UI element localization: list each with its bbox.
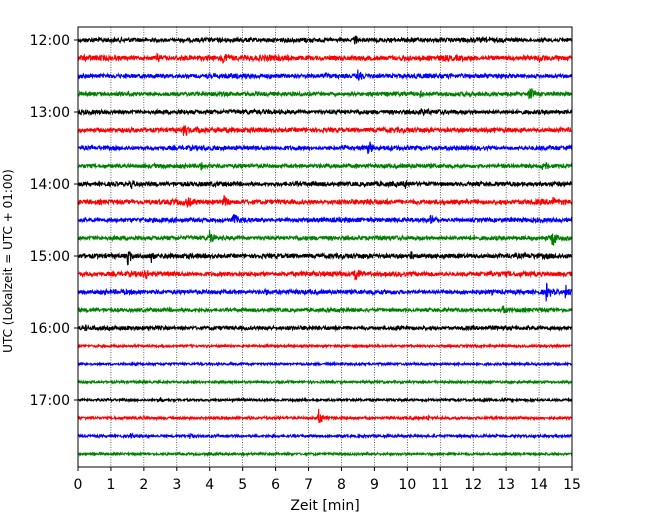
x-tick-label-15: 15 (563, 477, 581, 493)
trace-1515 (77, 269, 573, 281)
plot-frame (77, 26, 573, 468)
trace-1330 (77, 141, 573, 155)
trace-1245 (77, 88, 573, 100)
trace-1745 (77, 450, 573, 458)
x-tick-label-10: 10 (398, 477, 416, 493)
y-tick-label-2: 14:00 (30, 177, 70, 193)
y-tick-label-3: 15:00 (30, 249, 70, 265)
y-axis-label: UTC (Lokalzeit = UTC + 01:00) (1, 169, 15, 353)
seismic-traces (77, 35, 573, 458)
trace-1200 (77, 35, 573, 45)
trace-1530 (77, 282, 573, 302)
x-tick-label-14: 14 (530, 477, 548, 493)
trace-1430 (77, 214, 573, 225)
x-tick-label-2: 2 (139, 477, 148, 493)
grid-lines (110, 27, 540, 467)
trace-1600 (77, 323, 573, 333)
x-tick-label-3: 3 (172, 477, 181, 493)
x-tick-label-11: 11 (431, 477, 449, 493)
y-tick-label-4: 16:00 (30, 321, 70, 337)
trace-1615 (77, 342, 573, 350)
x-tick-label-8: 8 (337, 477, 346, 493)
y-tick-label-0: 12:00 (30, 33, 70, 49)
x-axis-ticks: 0 1 2 3 4 5 6 7 8 9 10 11 12 13 14 15 (74, 467, 581, 493)
x-tick-label-6: 6 (271, 477, 280, 493)
x-tick-label-0: 0 (74, 477, 83, 493)
x-tick-label-7: 7 (304, 477, 313, 493)
trace-1730 (77, 432, 573, 440)
x-axis-label: Zeit [min] (290, 498, 359, 514)
trace-1545 (77, 305, 573, 314)
trace-1645 (77, 378, 573, 386)
trace-1500 (77, 251, 573, 266)
trace-1315 (77, 125, 573, 136)
trace-1400 (77, 179, 573, 189)
trace-1215 (77, 52, 573, 64)
trace-1230 (77, 69, 573, 81)
trace-1345 (77, 161, 573, 171)
y-tick-label-1: 13:00 (30, 105, 70, 121)
y-axis-ticks: 12:00 13:00 14:00 15:00 16:00 17:00 (30, 33, 78, 409)
trace-1630 (77, 360, 573, 368)
x-tick-label-9: 9 (370, 477, 379, 493)
trace-1300 (77, 107, 573, 117)
x-tick-label-13: 13 (497, 477, 515, 493)
y-tick-label-5: 17:00 (30, 393, 70, 409)
x-tick-label-12: 12 (464, 477, 482, 493)
trace-1445 (77, 230, 573, 246)
trace-1715 (77, 408, 573, 424)
x-tick-label-5: 5 (238, 477, 247, 493)
trace-1700 (77, 396, 573, 404)
trace-1415 (77, 195, 573, 208)
x-tick-label-4: 4 (205, 477, 214, 493)
x-tick-label-1: 1 (106, 477, 115, 493)
